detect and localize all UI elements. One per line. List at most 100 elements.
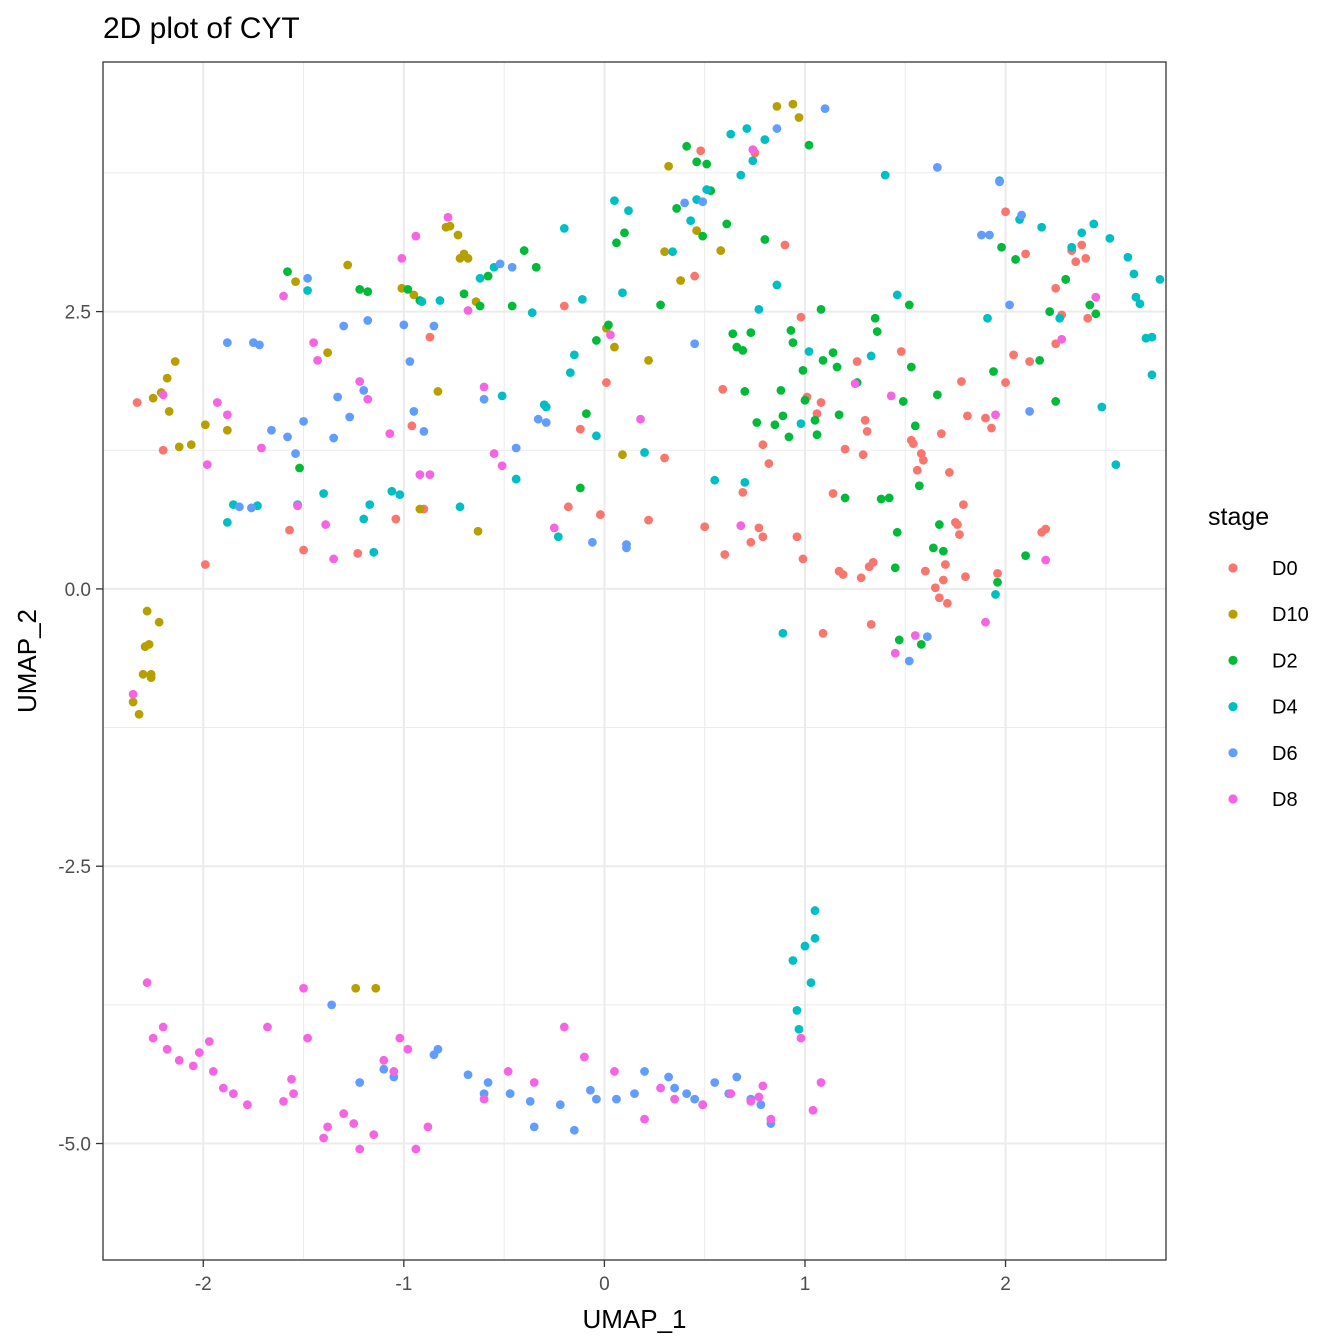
data-point	[920, 566, 930, 576]
data-point	[812, 409, 822, 419]
data-point	[234, 502, 244, 512]
data-point	[283, 432, 292, 442]
data-point	[906, 362, 916, 372]
data-point	[736, 521, 746, 531]
y-tick-label: -2.5	[58, 857, 91, 878]
data-point	[890, 563, 900, 573]
data-point	[896, 347, 906, 356]
data-point	[591, 336, 601, 345]
x-tick-label: -1	[395, 1274, 412, 1295]
data-point	[405, 357, 415, 366]
data-point	[800, 941, 810, 951]
data-point	[247, 503, 256, 513]
data-point	[806, 978, 816, 988]
data-point	[495, 259, 505, 269]
data-point	[419, 426, 429, 436]
data-point	[363, 287, 373, 297]
data-point	[1081, 253, 1091, 263]
data-point	[820, 104, 830, 113]
data-point	[798, 554, 808, 564]
data-point	[910, 631, 920, 640]
panel-background	[103, 62, 1166, 1260]
series-d6	[222, 104, 1035, 1135]
data-point	[772, 280, 782, 290]
data-point	[575, 424, 585, 434]
data-point	[309, 338, 318, 348]
data-point	[174, 1055, 184, 1065]
data-point	[884, 493, 894, 503]
data-point	[204, 1037, 214, 1046]
data-point	[1077, 228, 1087, 238]
data-point	[323, 348, 333, 358]
data-point	[158, 445, 168, 455]
data-point	[555, 1100, 565, 1110]
data-point	[792, 1006, 802, 1015]
data-point	[1051, 339, 1061, 349]
legend-key-d0	[1228, 563, 1238, 573]
legend-key-d6	[1228, 748, 1238, 758]
data-point	[682, 141, 692, 151]
data-point	[758, 1081, 768, 1091]
data-point	[379, 1064, 389, 1074]
data-point	[640, 1067, 649, 1076]
data-point	[1067, 242, 1077, 252]
data-point	[656, 1083, 665, 1093]
data-point	[222, 338, 232, 348]
data-point	[162, 373, 172, 383]
data-point	[565, 368, 575, 377]
y-axis-title: UMAP_2	[12, 609, 42, 713]
data-point	[1111, 460, 1121, 470]
data-point	[463, 306, 473, 315]
data-point	[604, 320, 613, 330]
data-point	[158, 1022, 168, 1032]
data-point	[760, 135, 770, 145]
data-point	[194, 1048, 204, 1057]
data-point	[934, 593, 944, 603]
data-point	[916, 449, 926, 458]
data-point	[760, 235, 770, 244]
data-point	[985, 230, 994, 240]
data-point	[676, 276, 686, 285]
data-point	[343, 260, 353, 270]
y-tick-label: 2.5	[65, 303, 91, 324]
data-point	[1035, 355, 1045, 365]
plot-panel	[102, 61, 1167, 1261]
data-point	[1131, 292, 1141, 302]
data-point	[255, 340, 264, 350]
data-point	[856, 573, 866, 583]
data-point	[379, 1055, 389, 1065]
data-point	[1055, 313, 1065, 323]
data-point	[200, 560, 210, 569]
data-point	[1085, 300, 1095, 310]
data-point	[636, 414, 645, 424]
data-point	[479, 394, 489, 404]
x-tick-label: 1	[800, 1274, 811, 1295]
data-point	[612, 238, 621, 248]
data-point	[479, 1094, 489, 1104]
data-point	[359, 385, 369, 395]
data-point	[898, 397, 908, 406]
data-point	[289, 1089, 298, 1099]
data-point	[858, 450, 868, 460]
grid-minor	[102, 62, 1166, 1260]
data-point	[890, 648, 900, 658]
data-point	[764, 459, 774, 468]
data-point	[928, 543, 938, 553]
data-point	[778, 628, 788, 638]
data-point	[403, 284, 413, 294]
data-point	[507, 301, 517, 311]
data-point	[1041, 524, 1051, 534]
data-point	[291, 449, 300, 458]
data-point	[473, 526, 483, 536]
data-point	[303, 286, 312, 295]
data-point	[808, 1105, 818, 1115]
data-point	[497, 391, 507, 401]
data-point	[736, 170, 746, 180]
data-point	[369, 547, 379, 557]
data-point	[144, 639, 154, 649]
data-point	[852, 357, 862, 366]
data-point	[664, 161, 673, 171]
data-point	[718, 384, 728, 394]
data-point	[463, 253, 473, 263]
legend-key-d4	[1228, 702, 1238, 712]
